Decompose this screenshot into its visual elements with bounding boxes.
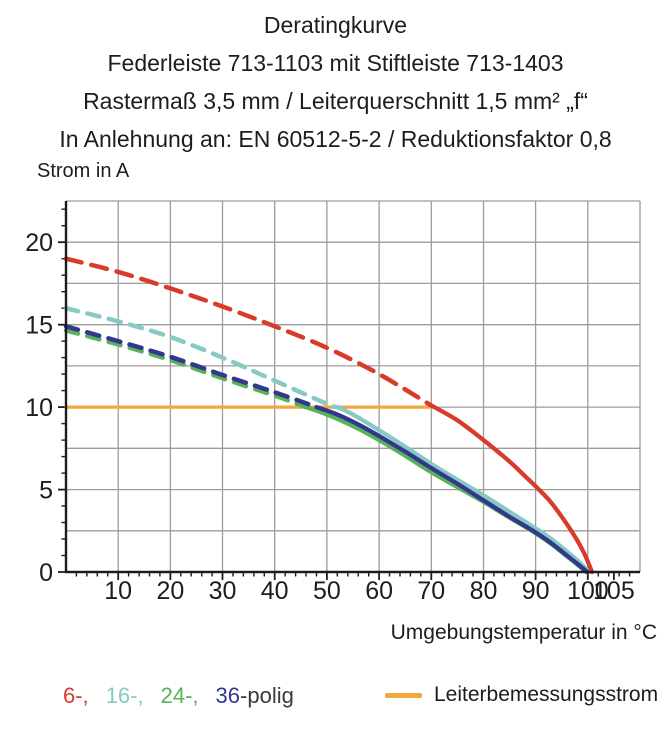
title-line-1: Deratingkurve xyxy=(263,12,408,38)
series-6-polig-dashed xyxy=(63,256,434,408)
svg-text:20: 20 xyxy=(25,229,53,257)
title-line-4: In Anlehnung an: EN 60512-5-2 / Reduktio… xyxy=(59,126,612,152)
svg-text:10: 10 xyxy=(104,577,132,605)
x-axis-title: Umgebungstemperatur in °C xyxy=(390,621,657,644)
series-36-polig-dashed xyxy=(63,324,319,410)
rated-current-line-swatch xyxy=(385,692,422,698)
series-curves xyxy=(63,256,595,575)
legend-pole-16: 16-, xyxy=(105,683,144,708)
svg-text:90: 90 xyxy=(522,577,550,605)
chart-title-block: Deratingkurve Federleiste 713-1103 mit S… xyxy=(0,6,671,158)
legend-pole-36: 36 xyxy=(215,683,241,708)
svg-text:60: 60 xyxy=(365,577,393,605)
grid-lines xyxy=(66,200,641,572)
series-16-polig-dashed xyxy=(63,305,340,410)
legend-pole-6: 6-, xyxy=(63,683,89,708)
legend-pole-suffix: -polig xyxy=(240,683,294,708)
legend-pole-counts: 6-, 16-, 24-, 36-polig xyxy=(63,683,294,709)
y-tick-labels: 0 5 10 15 20 xyxy=(25,229,53,587)
svg-text:105: 105 xyxy=(593,577,635,605)
series-6-polig-solid xyxy=(429,403,595,575)
axis-ticks xyxy=(58,208,631,580)
series-24-polig-dashed xyxy=(63,328,309,410)
svg-text:100: 100 xyxy=(567,577,609,605)
svg-text:80: 80 xyxy=(470,577,498,605)
title-line-2: Federleiste 713-1103 mit Stiftleiste 713… xyxy=(107,50,564,76)
svg-text:30: 30 xyxy=(209,577,237,605)
svg-text:10: 10 xyxy=(25,394,53,422)
legend-pole-24: 24-, xyxy=(160,683,199,708)
rated-current-label: Leiterbemessungsstrom xyxy=(434,683,659,706)
series-16-polig-solid xyxy=(335,404,592,575)
legend-rated-current: Leiterbemessungsstrom xyxy=(385,683,658,707)
svg-text:40: 40 xyxy=(261,577,289,605)
title-line-3: Rastermaß 3,5 mm / Leiterquerschnitt 1,5… xyxy=(83,88,588,114)
legend-pole-36-group: 36-polig xyxy=(216,683,294,709)
axes xyxy=(64,201,640,574)
series-36-polig-solid xyxy=(314,404,590,575)
y-axis-title: Strom in A xyxy=(37,160,130,182)
svg-text:0: 0 xyxy=(39,559,53,587)
svg-text:20: 20 xyxy=(156,577,184,605)
svg-text:50: 50 xyxy=(313,577,341,605)
svg-text:5: 5 xyxy=(39,477,53,505)
svg-text:70: 70 xyxy=(417,577,445,605)
svg-text:15: 15 xyxy=(25,312,53,340)
derating-chart: 10 20 30 40 50 60 70 80 90 100 105 0 5 10 15 20 xyxy=(0,188,671,616)
